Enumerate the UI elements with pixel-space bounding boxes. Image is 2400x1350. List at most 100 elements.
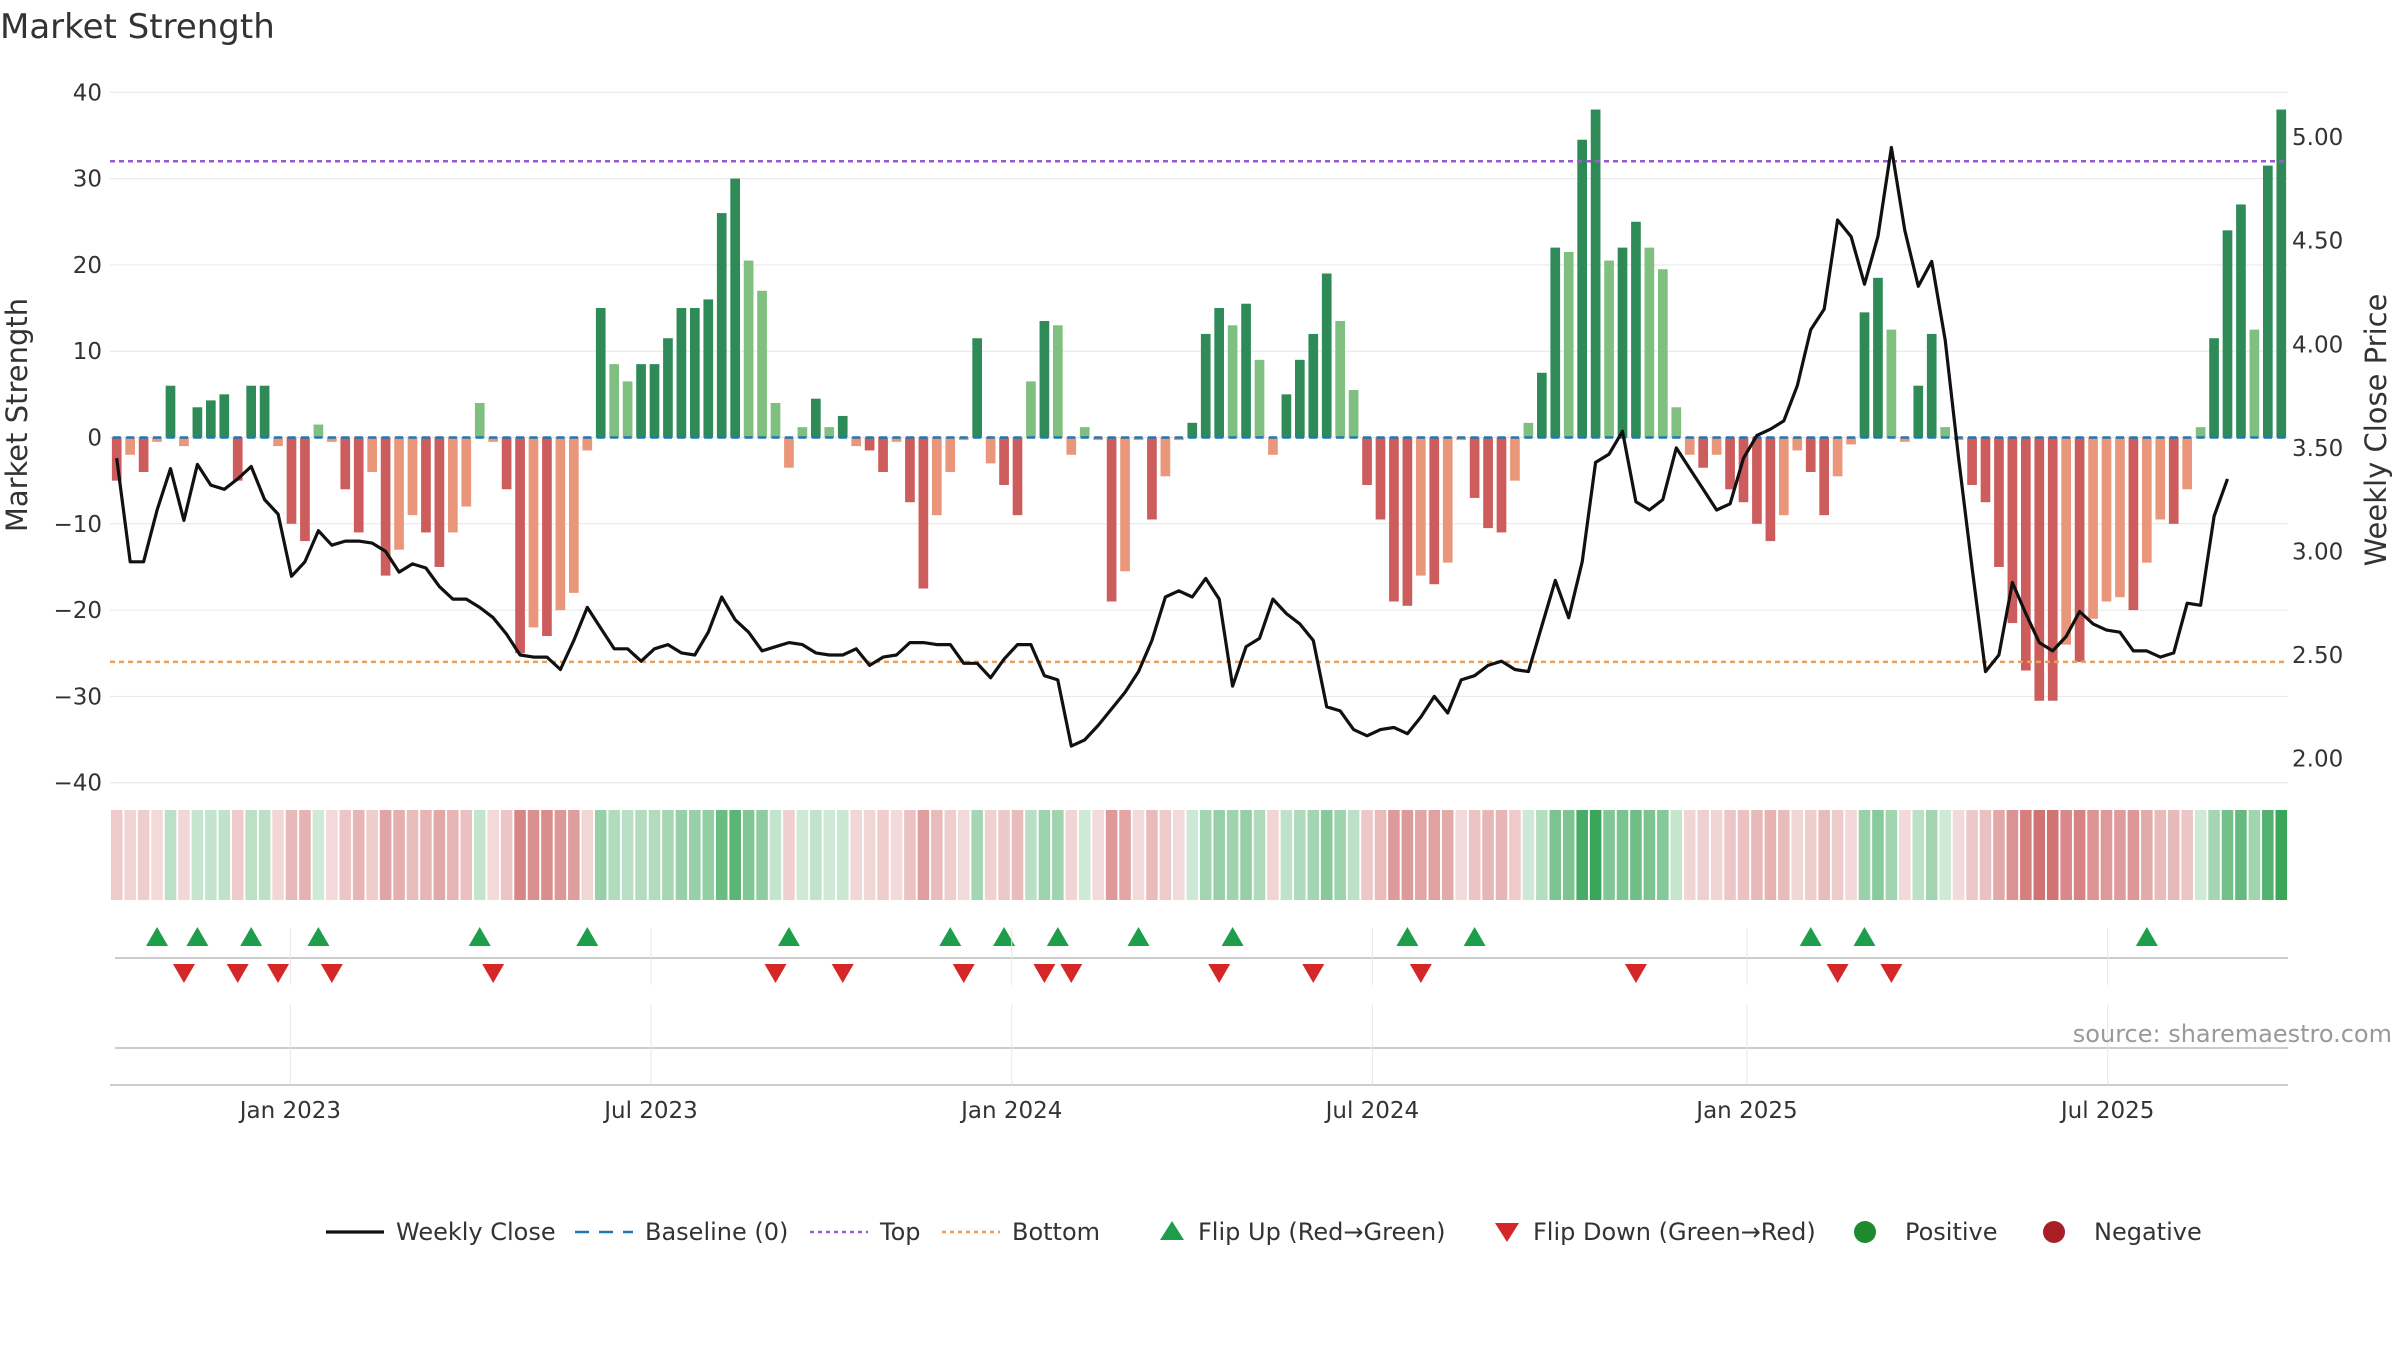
strength-bar <box>1321 273 1332 438</box>
strength-bar <box>878 437 888 473</box>
heat-cell <box>783 810 795 900</box>
strength-bar <box>1294 359 1305 438</box>
strength-bar <box>2155 437 2166 520</box>
strength-bar <box>179 437 189 447</box>
heat-cell <box>1078 810 1091 900</box>
strength-bar <box>2115 437 2125 598</box>
flip-down-marker <box>764 964 787 983</box>
heat-cell <box>823 810 836 900</box>
legend-label: Flip Up (Red→Green) <box>1198 1218 1446 1246</box>
heat-cell <box>1361 810 1373 900</box>
heat-cell <box>473 810 486 900</box>
strength-bar <box>1644 247 1655 438</box>
heat-cell <box>299 810 311 900</box>
strength-bar <box>1899 437 1910 442</box>
strength-bar <box>1093 437 1104 441</box>
flip-up-marker <box>307 927 330 946</box>
strength-bar <box>1281 394 1292 438</box>
strength-bar <box>1147 437 1157 520</box>
flip-down-marker <box>1624 964 1647 983</box>
strength-bar <box>1523 422 1534 438</box>
strength-bar <box>421 437 431 533</box>
heat-cell <box>137 810 150 900</box>
strength-bar <box>703 299 714 438</box>
flip-up-marker <box>576 927 599 946</box>
flip-up-marker <box>1396 927 1419 946</box>
heat-cell <box>1415 810 1427 900</box>
strength-bar <box>1765 437 1776 542</box>
heat-cell <box>2046 810 2059 900</box>
strength-bar <box>1550 247 1561 438</box>
strength-bar <box>837 415 848 438</box>
strength-bar <box>1711 437 1722 455</box>
heat-cell <box>527 810 540 900</box>
strength-bar <box>1026 381 1036 438</box>
heat-cell <box>2141 810 2153 900</box>
heat-cell <box>890 810 903 900</box>
heat-cell <box>500 810 513 900</box>
strength-bar <box>1133 437 1144 441</box>
strength-bar <box>649 364 660 438</box>
strength-bar <box>1967 437 1977 485</box>
flip-up-marker <box>1221 927 1244 946</box>
strength-bar <box>1819 437 1830 516</box>
strength-bar <box>2249 329 2260 438</box>
heat-cell <box>608 810 620 900</box>
strength-bar <box>1994 437 2004 567</box>
strength-bar <box>326 437 337 442</box>
flip-down-marker <box>320 964 343 983</box>
strength-bar <box>488 437 499 442</box>
strength-bar <box>689 308 700 438</box>
strength-bar <box>1792 437 1803 451</box>
heat-cell <box>379 810 392 900</box>
legend-swatch-up <box>1160 1221 1184 1240</box>
weekly-close-line <box>115 145 2230 748</box>
heat-cell <box>1025 810 1037 900</box>
strength-bar <box>394 437 404 550</box>
heat-cell <box>1966 810 1978 900</box>
heat-cell <box>2154 810 2167 900</box>
strength-bar <box>286 437 297 524</box>
heat-cell <box>1562 810 1575 900</box>
heat-cell <box>2221 810 2234 900</box>
heat-cell <box>984 810 997 900</box>
strength-bar <box>1348 390 1359 438</box>
heat-cell <box>1522 810 1535 900</box>
right-tick-label: 2.00 <box>2292 747 2343 773</box>
heat-cell <box>1146 810 1158 900</box>
heat-cell <box>245 810 257 900</box>
strength-bar <box>1577 139 1588 438</box>
strength-bar <box>918 437 929 589</box>
heat-cell <box>2167 810 2180 900</box>
heat-cell <box>1630 810 1642 900</box>
strength-bar <box>770 402 781 438</box>
heat-cell <box>957 810 970 900</box>
legend-label: Flip Down (Green→Red) <box>1533 1218 1816 1246</box>
heat-cell <box>1858 810 1871 900</box>
heat-cell <box>1052 810 1064 900</box>
heat-cell <box>715 810 728 900</box>
legend-label: Bottom <box>1012 1218 1100 1246</box>
heat-cell <box>621 810 634 900</box>
heat-cell <box>662 810 674 900</box>
strength-bar <box>138 437 149 473</box>
heat-cell <box>1320 810 1333 900</box>
strength-bar <box>743 260 754 438</box>
heat-cell <box>1993 810 2005 900</box>
strength-bar <box>1362 437 1372 485</box>
heat-cell <box>648 810 661 900</box>
heat-cell <box>1845 810 1857 900</box>
flip-up-marker <box>1127 927 1150 946</box>
strength-bar <box>1469 437 1480 498</box>
strength-bar <box>1200 333 1211 438</box>
strength-bar <box>340 437 351 490</box>
heat-cell <box>756 810 768 900</box>
heat-cell <box>1388 810 1400 900</box>
heat-cell <box>2100 810 2113 900</box>
strength-bar <box>165 385 176 438</box>
heat-cell <box>1899 810 1911 900</box>
heat-cell <box>178 810 190 900</box>
flip-up-marker <box>240 927 263 946</box>
legend-item: Weekly Close <box>326 1218 556 1246</box>
